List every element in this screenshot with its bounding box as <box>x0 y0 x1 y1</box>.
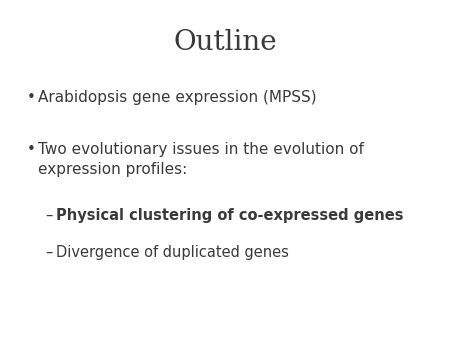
Text: Arabidopsis gene expression (MPSS): Arabidopsis gene expression (MPSS) <box>38 90 317 104</box>
Text: •: • <box>27 142 36 157</box>
Text: –: – <box>45 245 52 260</box>
Text: –: – <box>45 208 52 223</box>
Text: Divergence of duplicated genes: Divergence of duplicated genes <box>56 245 289 260</box>
Text: Outline: Outline <box>173 29 277 56</box>
Text: •: • <box>27 90 36 104</box>
Text: Two evolutionary issues in the evolution of
expression profiles:: Two evolutionary issues in the evolution… <box>38 142 364 177</box>
Text: Physical clustering of co-expressed genes: Physical clustering of co-expressed gene… <box>56 208 404 223</box>
